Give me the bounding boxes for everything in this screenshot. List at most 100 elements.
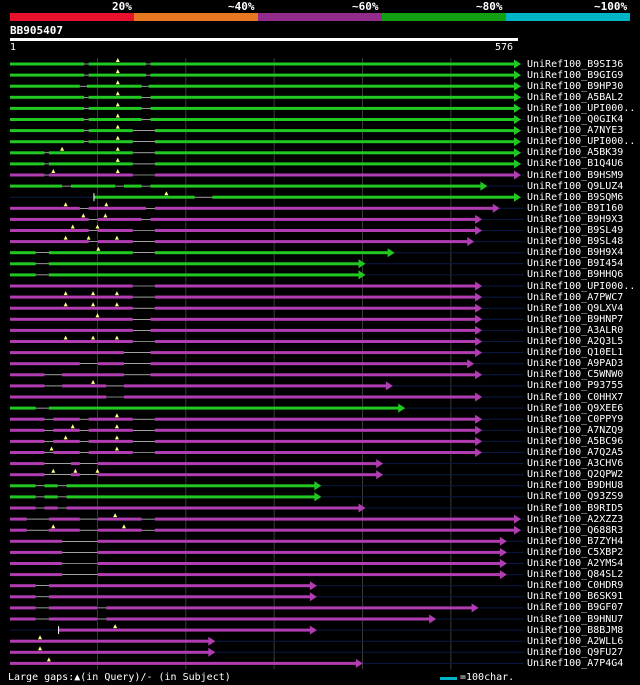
query-gap-marker bbox=[91, 335, 96, 340]
hit-label[interactable]: UniRef100_B9SI36 bbox=[527, 58, 624, 70]
hit-label[interactable]: UniRef100_A7NZQ9 bbox=[527, 424, 624, 436]
query-gap-marker bbox=[121, 524, 126, 529]
hit-label[interactable]: UniRef100_B9I160 bbox=[527, 202, 624, 214]
hit-label[interactable]: UniRef100_Q9XEE6 bbox=[527, 402, 624, 414]
hit-label[interactable]: UniRef100_Q9LXV4 bbox=[527, 302, 624, 314]
hit-label[interactable]: UniRef100_A5BAL2 bbox=[527, 91, 624, 103]
hit-label[interactable]: UniRef100_A7Q2A5 bbox=[527, 447, 624, 458]
hit-end-marker bbox=[358, 503, 366, 513]
hit-end-marker bbox=[475, 348, 483, 358]
query-gap-marker bbox=[115, 146, 120, 151]
hit-bar bbox=[10, 240, 470, 244]
hit-label[interactable]: UniRef100_UPI000.. bbox=[527, 136, 636, 148]
hit-label[interactable]: UniRef100_Q10EL1 bbox=[527, 347, 624, 359]
query-gap-marker bbox=[104, 202, 109, 207]
hit-label[interactable]: UniRef100_A5BC96 bbox=[527, 435, 624, 447]
query-id: BB905407 bbox=[10, 24, 63, 37]
hit-label[interactable]: UniRef100_B9SQM6 bbox=[527, 191, 624, 203]
scale-label-20: 20% bbox=[112, 0, 132, 13]
hit-label[interactable]: UniRef100_C0PPY9 bbox=[527, 413, 624, 425]
hit-label[interactable]: UniRef100_B8BJM8 bbox=[527, 624, 624, 636]
hit-label[interactable]: UniRef100_C0HDR9 bbox=[527, 580, 624, 592]
query-gap-marker bbox=[96, 246, 101, 251]
hit-bar bbox=[10, 351, 478, 355]
hit-end-marker bbox=[475, 337, 483, 346]
query-gap-marker bbox=[51, 169, 56, 173]
hit-label[interactable]: UniRef100_A2WLL6 bbox=[527, 635, 624, 647]
hit-label[interactable]: UniRef100_B9GF07 bbox=[527, 602, 624, 614]
hit-bar bbox=[10, 251, 390, 255]
hit-bar bbox=[10, 384, 388, 388]
hit-label[interactable]: UniRef100_B9RID5 bbox=[527, 502, 624, 514]
hit-label[interactable]: UniRef100_B6SK91 bbox=[527, 591, 624, 603]
color-seg-20 bbox=[10, 13, 134, 21]
hit-label[interactable]: UniRef100_C5XBP2 bbox=[527, 546, 624, 558]
hit-bar bbox=[58, 628, 312, 632]
query-gap-marker bbox=[63, 202, 68, 207]
hit-label[interactable]: UniRef100_UPI000.. bbox=[527, 102, 636, 114]
hit-label[interactable]: UniRef100_B9H9X3 bbox=[527, 213, 624, 225]
hit-label[interactable]: UniRef100_Q9LUZ4 bbox=[527, 180, 624, 192]
hit-end-marker bbox=[385, 381, 393, 391]
hit-label[interactable]: UniRef100_Q93ZS9 bbox=[527, 491, 624, 503]
hit-label[interactable]: UniRef100_B9H9X4 bbox=[527, 247, 624, 259]
hit-label[interactable]: UniRef100_B9HSM9 bbox=[527, 169, 624, 181]
query-gap-marker bbox=[95, 313, 100, 318]
hit-bar bbox=[10, 406, 401, 410]
hit-end-marker bbox=[475, 214, 483, 224]
hit-label[interactable]: UniRef100_B9HNU7 bbox=[527, 613, 624, 625]
hit-bar bbox=[10, 428, 478, 432]
hit-label[interactable]: UniRef100_B9SL48 bbox=[527, 236, 624, 248]
hit-end-marker bbox=[475, 292, 483, 302]
hit-bar bbox=[10, 62, 516, 66]
hit-bar bbox=[10, 606, 474, 610]
hit-end-marker bbox=[475, 226, 483, 235]
hit-end-marker bbox=[309, 592, 317, 602]
hit-bar bbox=[10, 617, 432, 621]
hit-label[interactable]: UniRef100_B9HHQ6 bbox=[527, 269, 624, 281]
query-gap-marker bbox=[113, 513, 118, 518]
hit-bar bbox=[10, 206, 495, 210]
hit-bar bbox=[10, 573, 502, 577]
hit-label[interactable]: UniRef100_C5WNW0 bbox=[527, 369, 624, 381]
hit-label[interactable]: UniRef100_B9GIG9 bbox=[527, 69, 624, 81]
query-gap-marker bbox=[115, 169, 120, 173]
hit-label[interactable]: UniRef100_A2Q3L5 bbox=[527, 336, 624, 347]
hit-label[interactable]: UniRef100_UPI000.. bbox=[527, 280, 636, 292]
hit-bar bbox=[10, 639, 211, 643]
hit-label[interactable]: UniRef100_Q688R3 bbox=[527, 524, 624, 536]
hit-label[interactable]: UniRef100_B9HP30 bbox=[527, 80, 624, 92]
hit-label[interactable]: UniRef100_A7P4G4 bbox=[527, 657, 624, 669]
query-gap-marker bbox=[63, 291, 68, 296]
hit-label[interactable]: UniRef100_Q0GIK4 bbox=[527, 114, 624, 125]
query-gap-marker bbox=[114, 335, 119, 340]
hit-label[interactable]: UniRef100_A3ALR0 bbox=[527, 324, 624, 336]
hit-label[interactable]: UniRef100_A2XZZ3 bbox=[527, 513, 624, 525]
hit-label[interactable]: UniRef100_B9HNP7 bbox=[527, 313, 624, 325]
hit-label[interactable]: UniRef100_B9SL49 bbox=[527, 225, 624, 236]
hit-label[interactable]: UniRef100_A2YMS4 bbox=[527, 558, 624, 569]
hit-label[interactable]: UniRef100_B9I454 bbox=[527, 258, 624, 270]
hit-label[interactable]: UniRef100_A7PWC7 bbox=[527, 291, 624, 303]
hit-bar bbox=[10, 417, 478, 421]
query-ruler bbox=[10, 38, 518, 41]
hit-label[interactable]: UniRef100_A3CHV6 bbox=[527, 458, 624, 470]
hit-end-marker bbox=[314, 492, 322, 502]
hit-label[interactable]: UniRef100_B9DHU8 bbox=[527, 480, 624, 492]
hit-label[interactable]: UniRef100_Q84SL2 bbox=[527, 569, 624, 581]
hit-label[interactable]: UniRef100_P93755 bbox=[527, 380, 624, 392]
hit-end-marker bbox=[475, 414, 483, 424]
hit-label[interactable]: UniRef100_A7NYE3 bbox=[527, 125, 624, 137]
hit-label[interactable]: UniRef100_C0HHX7 bbox=[527, 391, 624, 403]
hit-label[interactable]: UniRef100_B1Q4U6 bbox=[527, 158, 624, 170]
hit-bar bbox=[10, 373, 478, 377]
hit-end-marker bbox=[475, 325, 483, 335]
hit-bar bbox=[10, 528, 516, 532]
query-gap-marker bbox=[95, 224, 100, 229]
hit-label[interactable]: UniRef100_Q2QPW2 bbox=[527, 469, 624, 481]
hit-label[interactable]: UniRef100_Q9FU27 bbox=[527, 646, 624, 658]
hit-label[interactable]: UniRef100_A5BK39 bbox=[527, 147, 624, 159]
hit-end-marker bbox=[358, 270, 366, 280]
hit-label[interactable]: UniRef100_A9PAD3 bbox=[527, 358, 624, 370]
hit-label[interactable]: UniRef100_B7ZYH4 bbox=[527, 535, 624, 547]
